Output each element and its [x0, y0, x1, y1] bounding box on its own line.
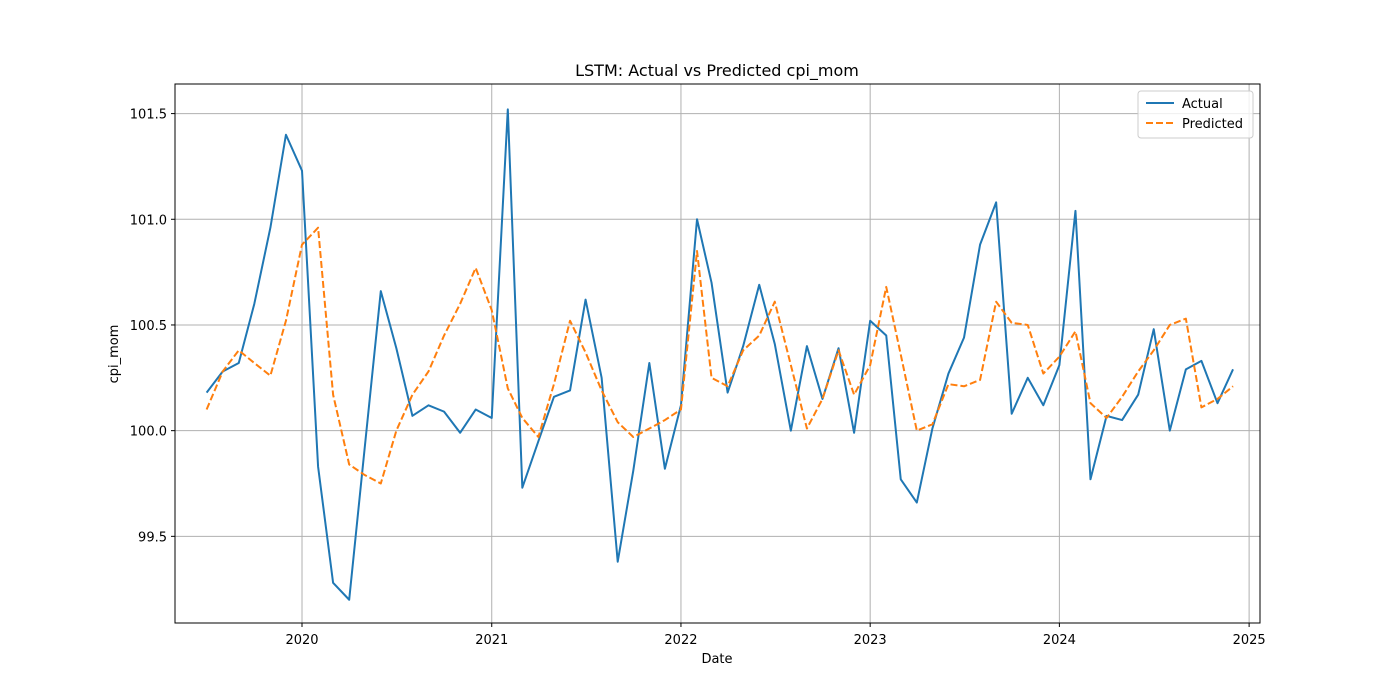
y-tick-label: 99.5 — [138, 530, 167, 545]
y-tick-label: 101.5 — [130, 108, 167, 123]
y-axis-label: cpi_mom — [107, 325, 122, 384]
x-axis-ticks: 2020 2021 2022 2023 2024 2025 — [285, 623, 1266, 648]
grid-lines — [175, 84, 1260, 623]
y-tick-label: 100.5 — [130, 319, 167, 334]
x-tick-label: 2023 — [854, 633, 887, 648]
legend-label-predicted: Predicted — [1182, 117, 1243, 132]
y-axis-ticks: 99.5 100.0 100.5 101.0 101.5 — [130, 108, 175, 545]
series-line-predicted — [205, 226, 1234, 485]
series-line-actual — [205, 108, 1234, 601]
plot-frame — [174, 83, 1261, 624]
x-tick-label: 2022 — [664, 633, 697, 648]
legend: Actual Predicted — [1137, 90, 1254, 139]
x-axis-label: Date — [701, 652, 732, 667]
x-tick-label: 2024 — [1043, 633, 1076, 648]
chart-title: LSTM: Actual vs Predicted cpi_mom — [575, 61, 859, 81]
x-tick-label: 2020 — [285, 633, 318, 648]
y-tick-label: 101.0 — [130, 213, 167, 228]
x-tick-label: 2021 — [475, 633, 508, 648]
y-tick-label: 100.0 — [130, 425, 167, 440]
data-series — [205, 108, 1234, 601]
legend-label-actual: Actual — [1182, 97, 1223, 112]
x-tick-label: 2025 — [1233, 633, 1266, 648]
